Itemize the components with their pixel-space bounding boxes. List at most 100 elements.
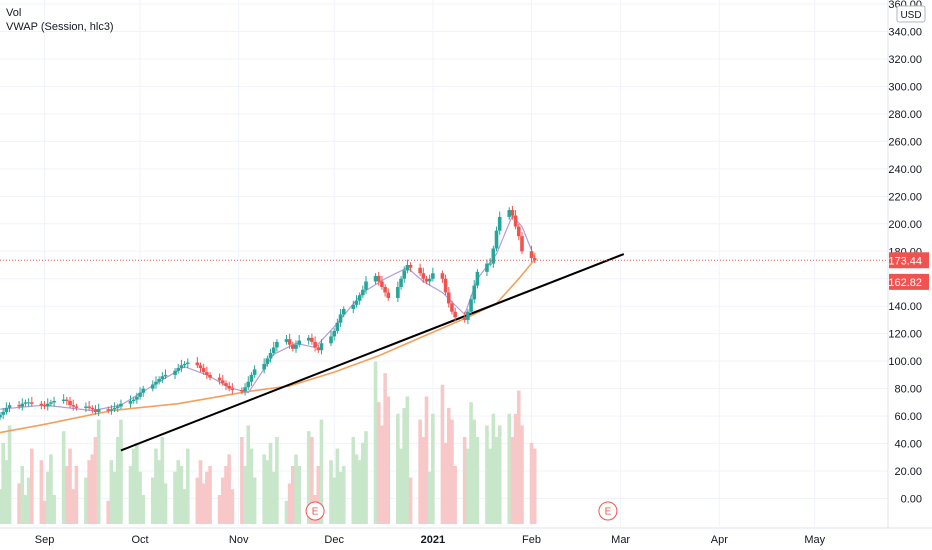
earnings-marker-label: E xyxy=(605,507,612,518)
volume-bar xyxy=(112,471,117,524)
candle xyxy=(284,335,289,345)
candle xyxy=(396,281,400,303)
time-tick-label: Apr xyxy=(711,534,728,546)
candle xyxy=(243,383,247,396)
volume-bar xyxy=(49,454,53,524)
candle xyxy=(341,306,346,318)
candle-body xyxy=(154,381,158,385)
volume-bar xyxy=(284,500,289,524)
candle-body xyxy=(291,344,295,349)
candle-body xyxy=(163,374,168,377)
candle xyxy=(71,399,76,411)
candle-body xyxy=(386,292,391,298)
candle-body xyxy=(494,230,499,249)
candle xyxy=(249,372,254,386)
candle-body xyxy=(240,390,244,392)
candle-body xyxy=(453,311,457,318)
candle xyxy=(271,341,276,356)
candle-body xyxy=(488,263,492,265)
earnings-marker-circle xyxy=(305,501,325,521)
trendline[interactable] xyxy=(120,253,625,452)
price-tick-label: 120.00 xyxy=(888,329,922,341)
candle xyxy=(173,368,177,380)
candle xyxy=(287,333,292,349)
candle-body xyxy=(201,368,206,373)
candle-body xyxy=(252,369,257,375)
candle-body xyxy=(112,407,117,410)
candle xyxy=(49,399,53,407)
earnings-marker[interactable]: E xyxy=(598,501,618,521)
candle xyxy=(466,308,470,325)
candle xyxy=(138,387,142,400)
candle xyxy=(332,328,336,341)
volume-bar xyxy=(310,437,314,524)
candle-body xyxy=(42,405,47,407)
candle-body xyxy=(338,314,343,323)
volume-bar xyxy=(443,442,448,524)
candle xyxy=(135,392,139,404)
candle-body xyxy=(469,299,473,312)
volume-bar xyxy=(68,448,72,524)
candle xyxy=(176,363,181,374)
candle xyxy=(0,411,2,421)
earnings-marker[interactable]: E xyxy=(305,501,325,521)
volume-bar xyxy=(176,460,181,524)
candle-body xyxy=(424,278,429,282)
candle-body xyxy=(150,384,155,389)
volume-bar xyxy=(440,384,445,524)
candle xyxy=(469,295,473,315)
candle-body xyxy=(313,341,317,348)
trendline-path[interactable] xyxy=(120,253,625,452)
price-axis[interactable]: 0.00 20.00 40.00 60.00 80.00 100.00 120.00 140.… xyxy=(887,0,932,528)
legend-volume[interactable]: Vol xyxy=(6,7,22,19)
volume-bar xyxy=(265,460,270,524)
candle-body xyxy=(65,399,69,401)
candle-body xyxy=(138,392,142,397)
price-tick-label: 140.00 xyxy=(888,301,922,313)
currency-label: USD xyxy=(900,10,921,21)
volume-bar xyxy=(462,437,467,524)
candle-body xyxy=(61,399,66,401)
volume-bar xyxy=(383,373,387,524)
time-axis[interactable]: Sep Oct Nov Dec 2021 Feb Mar Apr May xyxy=(0,527,932,546)
candle-body xyxy=(179,365,184,369)
candle-body xyxy=(380,281,384,287)
volume-bar xyxy=(173,471,177,524)
legend-vwap[interactable]: VWAP (Session, hlc3) xyxy=(6,21,114,33)
volume-bar xyxy=(252,477,257,524)
candle xyxy=(201,363,206,375)
candle-body xyxy=(373,275,378,282)
time-tick-label: Nov xyxy=(229,534,249,546)
candle xyxy=(316,344,321,353)
candle xyxy=(383,284,387,297)
volume-bar xyxy=(418,419,422,524)
candle-body xyxy=(361,289,365,296)
time-tick-label: Feb xyxy=(522,534,541,546)
candle xyxy=(106,406,111,414)
candle-body xyxy=(68,400,72,406)
candle xyxy=(335,318,340,334)
candle xyxy=(84,402,88,412)
volume-bar xyxy=(341,466,346,524)
candle-body xyxy=(173,370,177,375)
volume-bar xyxy=(160,437,165,524)
volume-bar xyxy=(380,425,384,524)
candle xyxy=(380,275,384,290)
candle xyxy=(65,396,69,406)
candle xyxy=(154,376,158,389)
currency-button[interactable]: USD xyxy=(896,5,926,23)
candle xyxy=(497,211,502,235)
candle-body xyxy=(357,295,362,301)
candle xyxy=(408,262,413,272)
candle-body xyxy=(497,216,502,231)
candle-body xyxy=(351,304,356,309)
candle xyxy=(30,396,34,407)
candle xyxy=(163,369,168,380)
candle xyxy=(262,358,266,374)
volume-bar xyxy=(427,471,432,524)
volume-bar xyxy=(402,408,407,524)
candle xyxy=(160,372,165,384)
price-label: 173.44 xyxy=(888,252,929,269)
